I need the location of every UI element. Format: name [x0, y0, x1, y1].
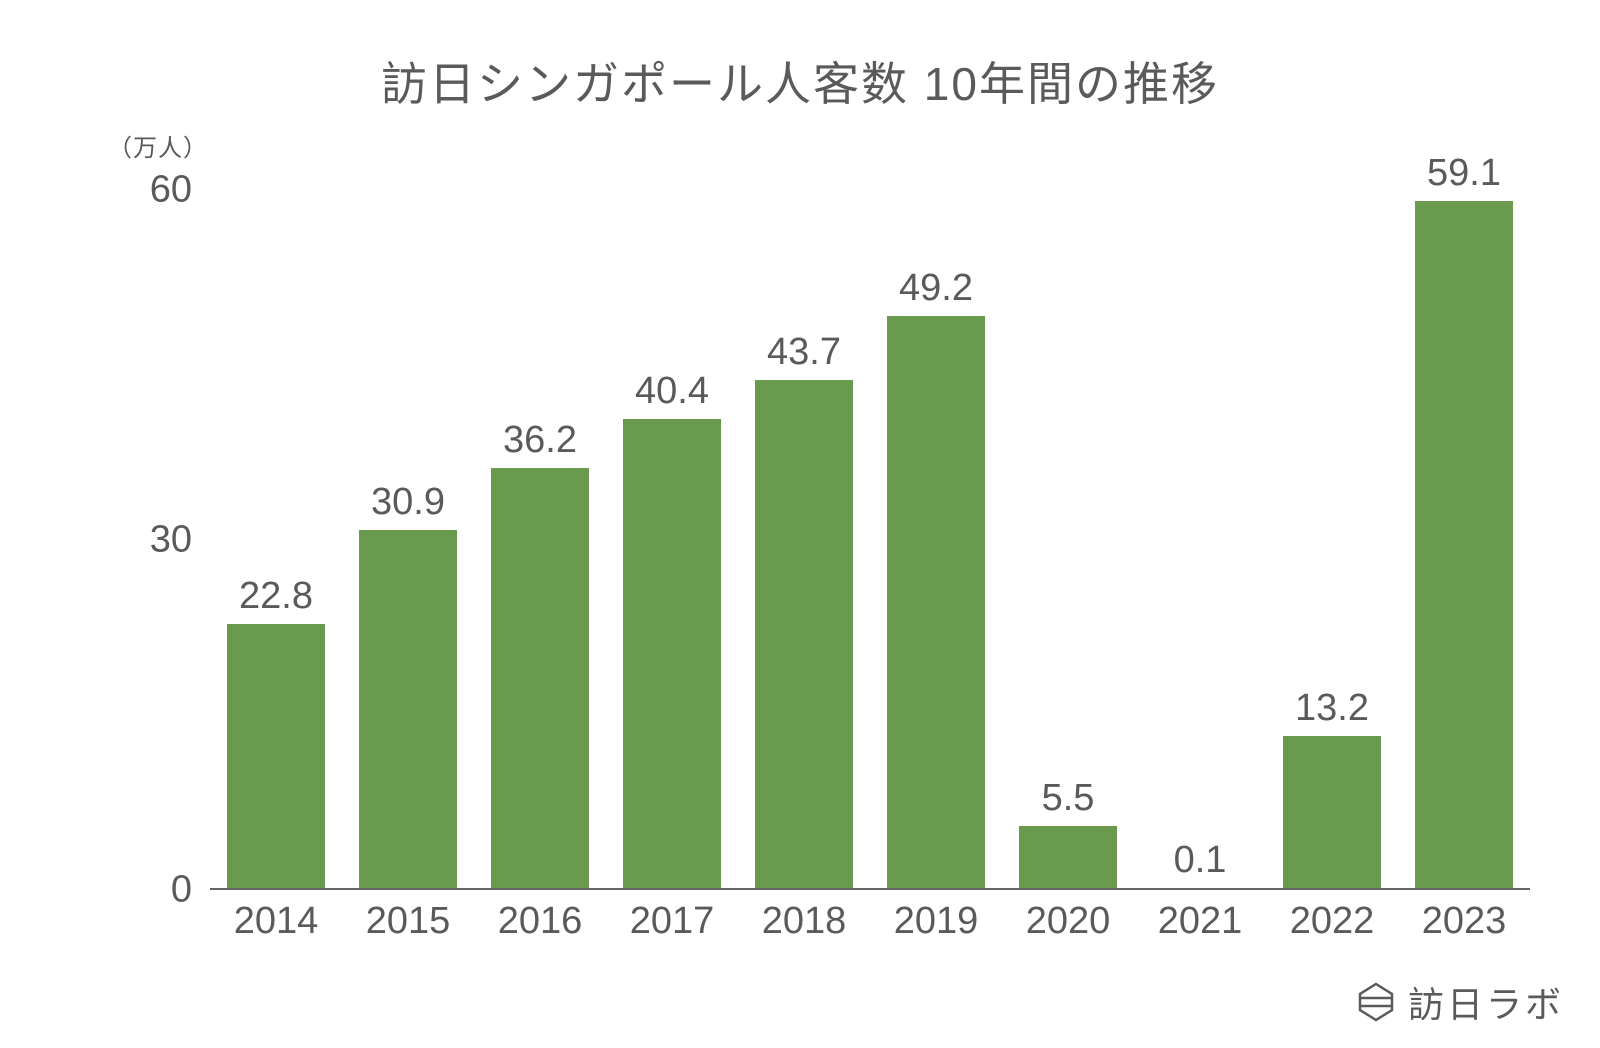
- bar-value-label: 59.1: [1427, 152, 1501, 201]
- x-tick-label: 2021: [1158, 890, 1243, 943]
- bar-slot: 40.42017: [606, 190, 738, 890]
- bar-value-label: 43.7: [767, 331, 841, 380]
- bar-value-label: 40.4: [635, 370, 709, 419]
- x-tick-label: 2018: [762, 890, 847, 943]
- x-tick-label: 2016: [498, 890, 583, 943]
- bar: 59.1: [1415, 201, 1513, 891]
- x-tick-label: 2017: [630, 890, 715, 943]
- brand-logo-icon: [1356, 982, 1396, 1022]
- bar-slot: 22.82014: [210, 190, 342, 890]
- bar-slot: 43.72018: [738, 190, 870, 890]
- brand-text: 訪日ラボ: [1408, 976, 1564, 1028]
- bar-value-label: 5.5: [1042, 777, 1095, 826]
- bar-slot: 30.92015: [342, 190, 474, 890]
- chart-title: 訪日シンガポール人客数 10年間の推移: [0, 48, 1600, 114]
- bar: 13.2: [1283, 736, 1381, 890]
- y-tick-label: 30: [150, 519, 210, 562]
- bar-slot: 36.22016: [474, 190, 606, 890]
- bar: 43.7: [755, 380, 853, 890]
- bars-container: 22.8201430.9201536.2201640.4201743.72018…: [210, 190, 1530, 890]
- x-tick-label: 2022: [1290, 890, 1375, 943]
- bar-value-label: 13.2: [1295, 687, 1369, 736]
- y-tick-label: 60: [150, 169, 210, 212]
- x-tick-label: 2020: [1026, 890, 1111, 943]
- y-axis-unit: （万人）: [108, 128, 208, 163]
- bar-slot: 0.12021: [1134, 190, 1266, 890]
- x-tick-label: 2023: [1422, 890, 1507, 943]
- y-tick-label: 0: [171, 869, 210, 912]
- bar: 5.5: [1019, 826, 1117, 890]
- x-tick-label: 2019: [894, 890, 979, 943]
- bar: 40.4: [623, 419, 721, 890]
- bar: 49.2: [887, 316, 985, 890]
- bar-slot: 5.52020: [1002, 190, 1134, 890]
- bar-value-label: 49.2: [899, 267, 973, 316]
- bar-value-label: 0.1: [1174, 839, 1227, 888]
- bar-slot: 59.12023: [1398, 190, 1530, 890]
- plot-area: 22.8201430.9201536.2201640.4201743.72018…: [210, 190, 1530, 890]
- bar: 30.9: [359, 530, 457, 891]
- bar-value-label: 22.8: [239, 575, 313, 624]
- bar: 22.8: [227, 624, 325, 890]
- bar-value-label: 36.2: [503, 419, 577, 468]
- x-tick-label: 2014: [234, 890, 319, 943]
- bar: 36.2: [491, 468, 589, 890]
- bar-value-label: 30.9: [371, 481, 445, 530]
- x-axis-line: [210, 888, 1530, 890]
- x-tick-label: 2015: [366, 890, 451, 943]
- bar-slot: 13.22022: [1266, 190, 1398, 890]
- brand-watermark: 訪日ラボ: [1356, 976, 1564, 1028]
- bar-slot: 49.22019: [870, 190, 1002, 890]
